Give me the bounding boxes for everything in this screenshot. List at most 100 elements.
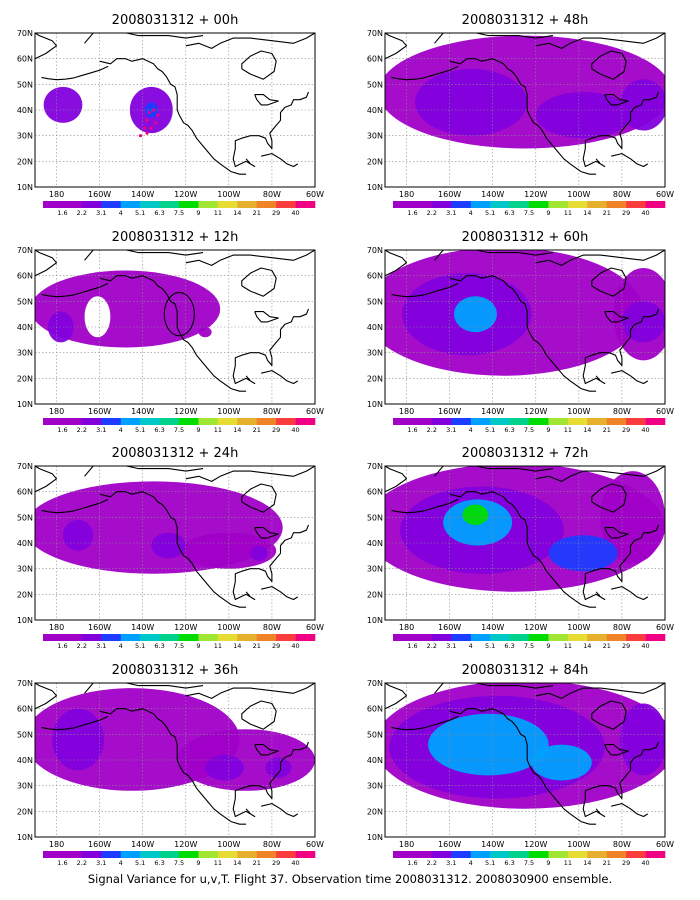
- lon-tick-label: 160W: [438, 407, 461, 416]
- coastline: [604, 527, 629, 539]
- lat-tick-label: 40N: [17, 539, 33, 548]
- map-content: [385, 250, 665, 404]
- lat-tick-label: 10N: [367, 616, 383, 625]
- lat-tick-label: 30N: [17, 565, 33, 574]
- colorbar-swatch: [256, 634, 277, 641]
- lon-tick-label: 60W: [656, 623, 674, 632]
- colorbar-swatch: [412, 851, 433, 858]
- map-panel-p12: 2008031312 + 12h 70N 60N 50N 40N 30N 20N 10N 180…: [17, 230, 324, 434]
- colorbar-swatch: [645, 201, 666, 208]
- colorbar-label: 7.5: [174, 642, 184, 650]
- variance-region-level-1.6: [198, 327, 212, 338]
- colorbar-label: 40: [641, 426, 649, 434]
- lat-tick-label: 30N: [367, 782, 383, 791]
- colorbar-label: 40: [641, 209, 649, 217]
- coastline: [254, 311, 279, 323]
- coastline: [449, 58, 597, 175]
- colorbar-swatch: [120, 634, 141, 641]
- colorbar-swatch: [276, 418, 296, 425]
- colorbar-label: 1.6: [57, 426, 67, 434]
- map-panel-p00: 2008031312 + 00h 70N 60N 50N 40N 30N 20N 10N 180…: [17, 13, 324, 217]
- colorbar-label: 14: [233, 859, 241, 867]
- colorbar-swatch: [120, 201, 141, 208]
- coastline: [84, 250, 204, 261]
- colorbar-swatch: [431, 851, 452, 858]
- lat-tick-label: 70N: [367, 679, 383, 688]
- colorbar-swatch: [412, 418, 433, 425]
- colorbar-swatch: [451, 201, 472, 208]
- flight-track-point: [145, 131, 149, 135]
- variance-region-level-3.1: [548, 535, 618, 572]
- colorbar-label: 9: [196, 859, 200, 867]
- colorbar-label: 4: [469, 426, 473, 434]
- coastline: [535, 250, 665, 266]
- colorbar-label: 1.6: [407, 859, 417, 867]
- colorbar-label: 2.2: [427, 209, 437, 217]
- colorbar-swatch: [548, 201, 569, 208]
- colorbar-label: 21: [603, 859, 611, 867]
- lon-tick-label: 100W: [567, 190, 590, 199]
- colorbar-swatch: [159, 418, 180, 425]
- lon-tick-label: 80W: [263, 407, 281, 416]
- colorbar-label: 9: [546, 209, 550, 217]
- colorbar-swatch: [295, 418, 316, 425]
- colorbar-swatch: [393, 418, 413, 425]
- lon-tick-label: 120W: [174, 840, 197, 849]
- colorbar-label: 40: [291, 209, 299, 217]
- coastline: [385, 250, 408, 277]
- colorbar-label: 2.2: [427, 642, 437, 650]
- variance-region-level-2.2: [265, 757, 292, 778]
- lon-tick-label: 100W: [217, 840, 240, 849]
- variance-region-level-2.2: [151, 532, 186, 559]
- lon-tick-label: 180: [399, 840, 414, 849]
- coastline: [449, 491, 597, 608]
- colorbar-swatch: [645, 418, 666, 425]
- colorbar-swatch: [393, 851, 413, 858]
- lat-tick-label: 50N: [367, 730, 383, 739]
- colorbar-label: 29: [622, 209, 630, 217]
- colorbar-label: 7.5: [174, 859, 184, 867]
- coastline: [582, 308, 660, 385]
- coastline: [591, 700, 627, 730]
- panel-title: 2008031312 + 00h: [112, 13, 239, 28]
- variance-region-level-2.2: [619, 703, 665, 776]
- colorbar-label: 5.1: [485, 642, 495, 650]
- variance-region-level-2.2: [619, 79, 665, 131]
- lat-tick-label: 40N: [367, 323, 383, 332]
- colorbar-label: 29: [272, 426, 280, 434]
- colorbar-label: 9: [196, 209, 200, 217]
- coastline: [254, 94, 279, 106]
- coastline: [84, 683, 204, 694]
- lon-tick-label: 100W: [567, 840, 590, 849]
- colorbar-label: 11: [214, 642, 222, 650]
- colorbar-swatch: [179, 634, 199, 641]
- colorbar-swatch: [120, 418, 141, 425]
- colorbar-swatch: [43, 851, 63, 858]
- coastline: [261, 370, 299, 385]
- map-panel-p36: 2008031312 + 36h 70N 60N 50N 40N 30N 20N 10N 180…: [17, 663, 324, 867]
- colorbar: 1.6 2.2 3.1 4 5.1 6.3 7.5 9 11 14 21 29 40: [43, 634, 316, 650]
- figure-caption: Signal Variance for u,v,T. Flight 37. Ob…: [87, 872, 613, 886]
- colorbar-swatch: [81, 634, 102, 641]
- colorbar-swatch: [587, 851, 608, 858]
- coastline: [232, 741, 310, 818]
- coastline: [41, 65, 109, 81]
- colorbar-swatch: [470, 201, 491, 208]
- coastline: [391, 715, 459, 731]
- lat-tick-label: 20N: [17, 374, 33, 383]
- variance-region-level-2.2: [62, 519, 94, 551]
- colorbar-label: 6.3: [154, 426, 164, 434]
- lon-tick-label: 80W: [263, 190, 281, 199]
- coastline: [391, 65, 459, 81]
- variance-region-level-2.2: [250, 545, 268, 561]
- colorbar-swatch: [509, 634, 530, 641]
- lon-tick-label: 80W: [263, 840, 281, 849]
- coastline: [185, 466, 315, 482]
- colorbar-label: 3.1: [96, 426, 106, 434]
- colorbar-swatch: [198, 634, 219, 641]
- coastline: [385, 33, 408, 60]
- lon-tick-label: 100W: [567, 407, 590, 416]
- colorbar-label: 9: [196, 642, 200, 650]
- target-circle: [163, 292, 195, 337]
